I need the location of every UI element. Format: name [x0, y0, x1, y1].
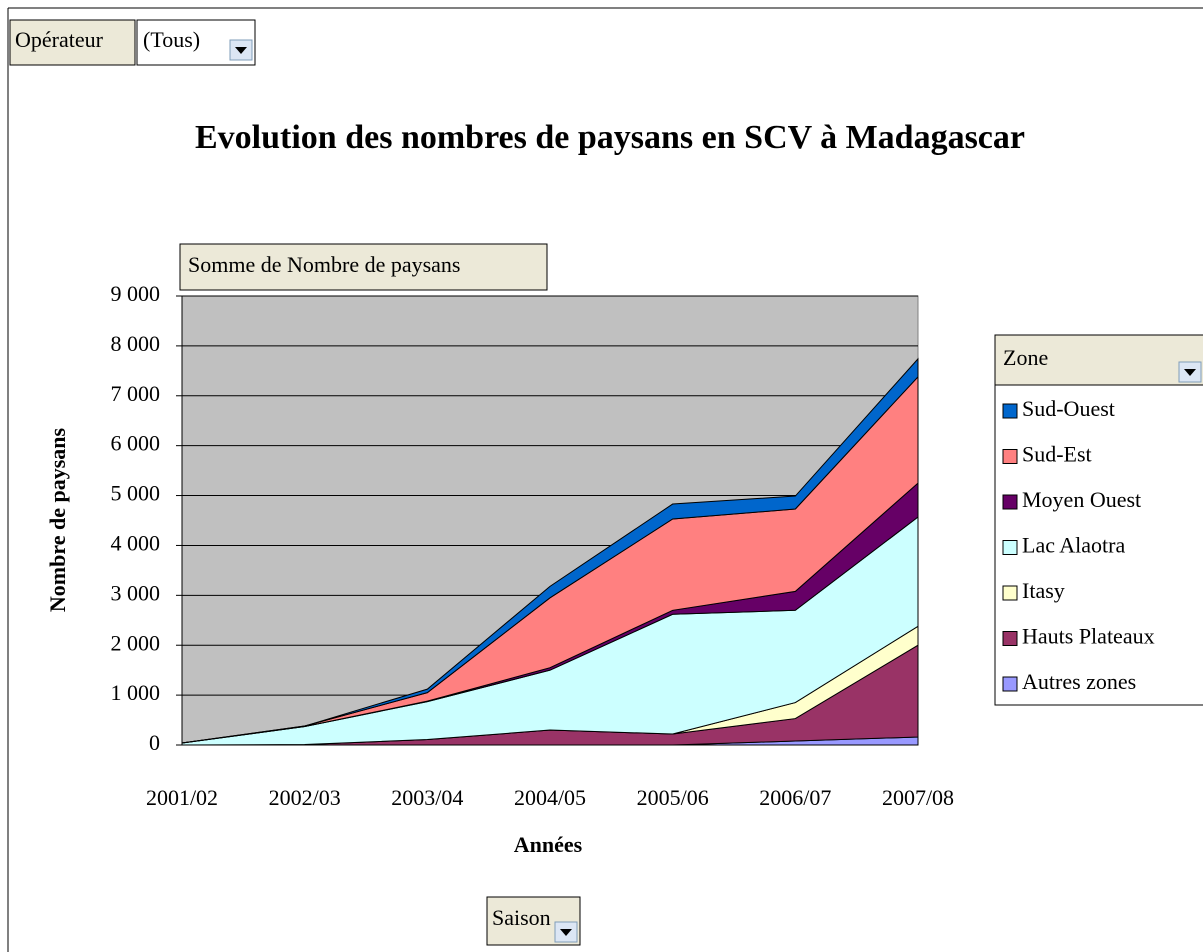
- legend-header[interactable]: [994, 334, 1203, 386]
- legend-label: Itasy: [1022, 578, 1065, 603]
- legend-label: Moyen Ouest: [1022, 487, 1141, 512]
- chart-title: Evolution des nombres de paysans en SCV …: [195, 119, 1025, 156]
- legend-label: Autres zones: [1022, 669, 1136, 694]
- x-axis-label: Années: [514, 832, 583, 857]
- dropdown-arrow: [1184, 369, 1196, 376]
- y-axis-label: Nombre de paysans: [45, 427, 70, 612]
- legend-box: [994, 334, 1203, 706]
- category-field-button[interactable]: Saison: [486, 896, 581, 946]
- x-tick-label: 2001/02: [146, 785, 218, 810]
- x-tick-label: 2003/04: [391, 785, 463, 810]
- filter-value: (Tous): [143, 27, 200, 52]
- y-tick-label: 4 000: [111, 530, 161, 555]
- y-tick-label: 5 000: [111, 481, 161, 506]
- legend: Zone Autres zones Hauts Plateaux Itasy Lac …: [994, 334, 1203, 706]
- button-box: [179, 243, 548, 291]
- x-tick-label: 2004/05: [514, 785, 586, 810]
- legend-swatch: [1002, 676, 1018, 692]
- x-tick-label: 2002/03: [269, 785, 341, 810]
- dropdown-arrow: [235, 47, 247, 54]
- legend-swatch: [1002, 631, 1018, 646]
- legend-swatch: [1002, 585, 1018, 601]
- y-tick-label: 1 000: [111, 680, 161, 705]
- data-field: Somme de Nombre de paysans: [188, 252, 461, 277]
- legend-swatch: [1002, 403, 1018, 419]
- y-tick-label: 0: [149, 730, 160, 755]
- area: [181, 357, 919, 744]
- x-tick-label: 2007/08: [882, 785, 954, 810]
- y-tick-label: 6 000: [111, 431, 161, 456]
- x-tick-label: 2005/06: [637, 785, 709, 810]
- filter-field-button[interactable]: Opérateur: [9, 19, 136, 66]
- y-tick-label: 9 000: [111, 281, 161, 306]
- dropdown-arrow: [560, 929, 572, 936]
- filter-value-dropdown[interactable]: (Tous): [136, 19, 256, 66]
- y-tick-label: 2 000: [111, 630, 161, 655]
- data-field-button[interactable]: Somme de Nombre de paysans: [179, 243, 548, 291]
- legend-label: Lac Alaotra: [1022, 533, 1125, 558]
- legend-label: Hauts Plateaux: [1022, 624, 1155, 649]
- legend-swatch: [1002, 494, 1018, 510]
- legend-swatch: [1002, 540, 1018, 555]
- y-tick-label: 3 000: [111, 580, 161, 605]
- legend-swatch: [1002, 449, 1018, 464]
- y-tick-label: 7 000: [111, 381, 161, 406]
- x-tick-label: 2006/07: [759, 785, 831, 810]
- legend-field: Zone: [1003, 345, 1048, 370]
- category-field: Saison: [492, 905, 551, 930]
- button-box: [9, 19, 136, 66]
- y-tick-label: 8 000: [111, 331, 161, 356]
- filter-field: Opérateur: [15, 27, 104, 52]
- legend-label: Sud-Ouest: [1022, 396, 1115, 421]
- legend-label: Sud-Est: [1022, 442, 1092, 467]
